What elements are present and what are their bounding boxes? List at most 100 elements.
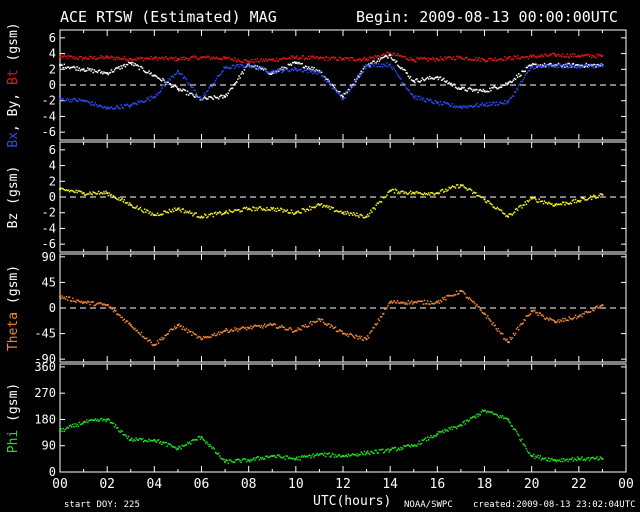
data-point <box>574 55 577 58</box>
data-point <box>124 434 127 436</box>
data-point <box>226 459 228 462</box>
data-point <box>118 314 120 316</box>
data-point <box>370 57 372 59</box>
y-tick-label: 180 <box>34 412 56 426</box>
data-point <box>172 76 175 79</box>
data-point <box>263 208 266 211</box>
data-point <box>595 64 597 67</box>
data-point <box>197 96 200 98</box>
data-point <box>348 59 351 62</box>
data-point <box>136 56 138 59</box>
data-point <box>65 189 68 191</box>
data-point <box>445 81 447 84</box>
data-point <box>522 79 524 81</box>
data-point <box>78 190 81 192</box>
data-point <box>597 196 599 199</box>
data-point <box>318 318 321 321</box>
data-point <box>599 53 602 56</box>
data-point <box>280 68 282 70</box>
data-point <box>212 56 215 58</box>
data-point <box>408 59 411 61</box>
data-point <box>233 327 236 329</box>
data-point <box>411 303 414 305</box>
data-point <box>152 344 155 347</box>
data-point <box>67 55 70 57</box>
data-point <box>525 66 528 69</box>
y-axis-label-part: By <box>6 100 21 116</box>
data-point <box>150 214 152 216</box>
data-point <box>596 456 598 458</box>
data-point <box>166 81 168 83</box>
data-point <box>202 56 205 58</box>
data-point <box>477 58 479 61</box>
data-point <box>246 459 249 461</box>
data-point <box>193 89 195 91</box>
data-point <box>580 457 582 460</box>
data-point <box>81 423 84 425</box>
data-point <box>156 76 159 79</box>
data-point <box>550 63 552 65</box>
data-point <box>126 59 129 61</box>
data-point <box>241 61 243 63</box>
data-point <box>423 192 426 194</box>
data-point <box>426 76 429 79</box>
data-point <box>355 59 357 62</box>
data-point <box>82 192 85 195</box>
data-point <box>597 307 599 309</box>
data-point <box>199 99 202 101</box>
data-point <box>438 104 441 106</box>
data-point <box>500 209 503 212</box>
data-point <box>417 80 419 83</box>
data-point <box>504 417 506 419</box>
data-point <box>441 78 444 81</box>
data-point <box>325 206 327 208</box>
data-point <box>504 56 506 58</box>
data-point <box>597 459 599 461</box>
data-point <box>279 58 281 60</box>
data-point <box>277 454 280 456</box>
data-point <box>509 80 511 83</box>
data-point <box>128 106 131 108</box>
data-point <box>182 77 185 79</box>
data-point <box>349 84 352 86</box>
data-point <box>541 314 544 316</box>
data-point <box>497 87 500 89</box>
data-point <box>364 337 367 339</box>
data-point <box>294 62 297 64</box>
data-point <box>514 78 517 81</box>
data-point <box>464 187 466 189</box>
y-axis-label-part: Phi <box>6 430 21 453</box>
data-point <box>555 66 558 69</box>
data-point <box>125 63 128 66</box>
data-point <box>296 69 298 72</box>
data-point <box>439 76 442 78</box>
data-point <box>250 60 252 63</box>
data-point <box>363 66 366 69</box>
data-point <box>155 214 158 216</box>
data-point <box>157 214 160 217</box>
data-point <box>437 78 440 81</box>
data-point <box>470 299 473 302</box>
data-point <box>356 78 358 80</box>
data-point <box>305 69 308 71</box>
data-point <box>75 56 77 59</box>
data-point <box>586 457 589 459</box>
data-point <box>129 58 132 61</box>
data-point <box>309 67 311 70</box>
data-point <box>147 440 149 443</box>
data-point <box>539 55 541 58</box>
data-point <box>233 83 236 85</box>
data-point <box>556 320 559 323</box>
data-point <box>271 70 274 73</box>
data-point <box>298 211 300 214</box>
data-point <box>563 458 565 460</box>
data-point <box>588 311 591 314</box>
data-point <box>418 192 420 194</box>
data-point <box>191 56 193 58</box>
data-point <box>252 326 254 328</box>
data-point <box>114 197 117 200</box>
data-point <box>102 304 104 306</box>
data-point <box>549 202 551 205</box>
data-point <box>391 188 394 191</box>
data-point <box>365 215 368 218</box>
